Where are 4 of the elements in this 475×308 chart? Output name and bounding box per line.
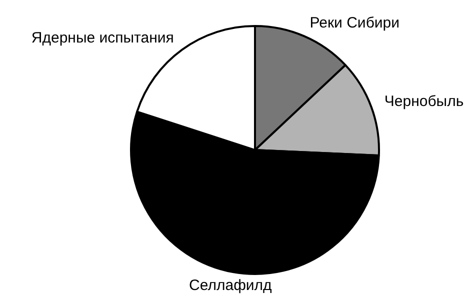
slice-label: Чернобыль (384, 93, 464, 110)
slice-label: Селлафилд (189, 276, 272, 294)
slice-label: Ядерные испытания (31, 29, 174, 46)
slice-label: Реки Сибири (310, 14, 400, 32)
